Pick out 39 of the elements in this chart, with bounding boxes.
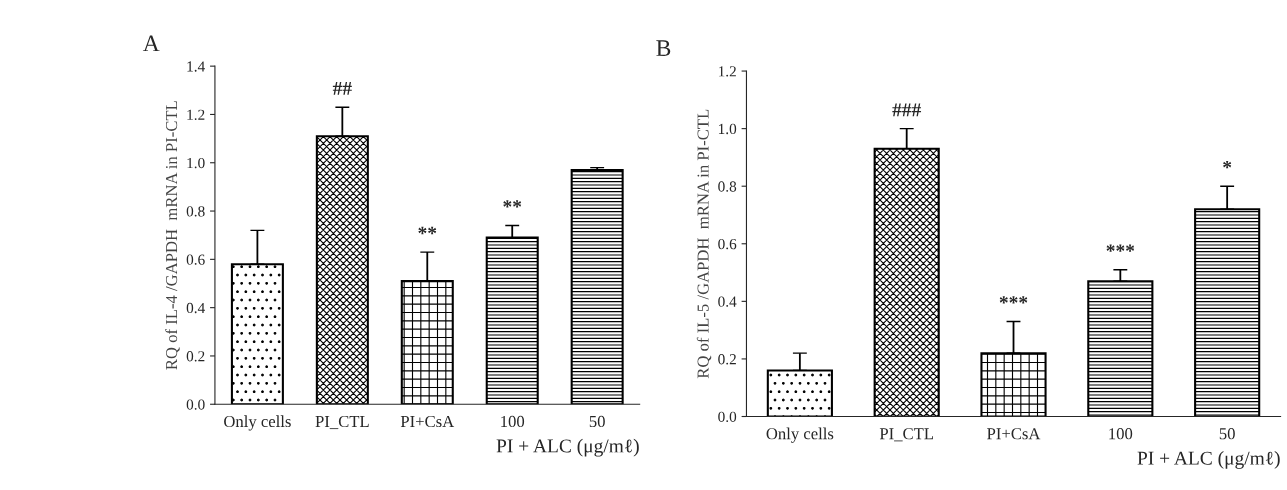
y-tick-label: 1.0	[187, 157, 205, 169]
x-tick-label: 50	[589, 415, 605, 428]
y-tick-label: 0.2	[718, 354, 736, 365]
annotation: ***	[999, 296, 1028, 304]
y-tick-label: 0.6	[718, 238, 737, 250]
y-tick-label: 0.4	[186, 302, 205, 314]
annotation: **	[418, 226, 437, 235]
y-tick-label: 0.8	[718, 181, 737, 192]
y-tick-label: 0.0	[186, 399, 205, 410]
chart-title: B	[656, 40, 671, 56]
x-tick-label: 100	[501, 415, 525, 428]
y-tick-label: 0.2	[186, 351, 205, 362]
chart-title: A	[142, 35, 160, 52]
x-tick-label: PI_CTL	[315, 415, 369, 430]
x-tick-label: 100	[1109, 428, 1133, 440]
x-tick-label: PI+CsA	[987, 428, 1041, 440]
x-tick-label: Only cells	[224, 415, 291, 431]
annotation: **	[503, 200, 522, 208]
x-axis-title: PI + ALC (μg/mℓ)	[1137, 451, 1280, 469]
y-tick-label: 1.2	[187, 109, 205, 120]
annotation: ##	[332, 82, 352, 95]
y-tick-label: 0.8	[186, 206, 205, 217]
x-tick-label: PI+CsA	[400, 415, 455, 428]
y-tick-label: 0.0	[718, 411, 737, 423]
annotation: *	[1223, 160, 1232, 169]
annotation: ***	[1106, 244, 1135, 252]
y-tick-label: 1.0	[718, 123, 737, 135]
y-tick-label: 0.6	[186, 254, 205, 265]
y-tick-label: 1.2	[718, 66, 736, 77]
x-tick-label: PI_CTL	[879, 428, 934, 442]
x-tick-label: 50	[1219, 428, 1235, 440]
y-tick-label: 1.4	[187, 61, 205, 72]
y-tick-label: 0.4	[718, 296, 737, 307]
y-axis-title: RQ of IL-5 /GAPDH mRNA in PI-CTL	[696, 109, 712, 379]
x-axis-title: PI + ALC (μg/mℓ)	[496, 438, 639, 457]
annotation: ###	[892, 103, 922, 117]
y-axis-title: RQ of IL-4 /GAPDH mRNA in PI-CTL	[165, 101, 180, 370]
bar	[570, 168, 624, 405]
x-tick-label: Only cells	[766, 427, 834, 443]
